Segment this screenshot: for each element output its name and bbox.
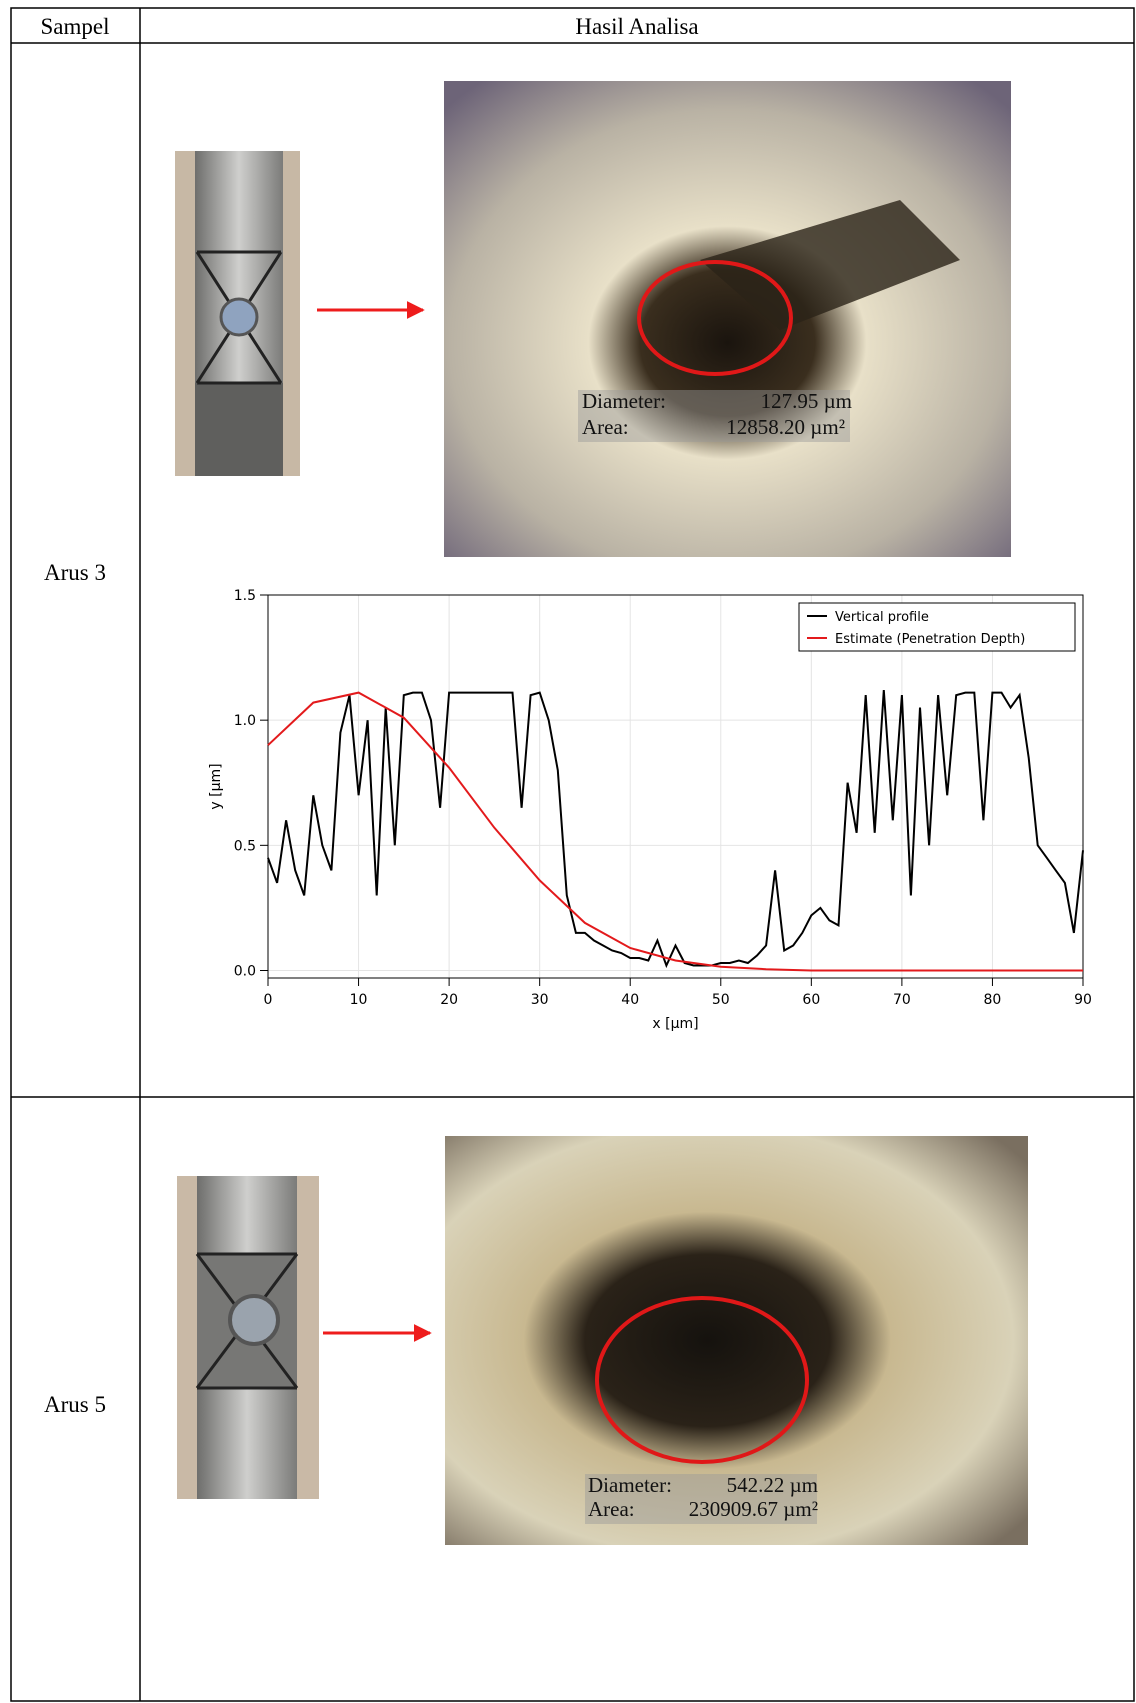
- measurement-value: 12858.20 µm²: [726, 415, 845, 439]
- chart: 0 10 20 30 40 50 60 70 80 90 0.0 0.5 1.0 1.5 x [µm] y […: [208, 588, 1092, 1032]
- micrograph: [444, 81, 1011, 557]
- x-tick-label: 0: [264, 992, 273, 1008]
- series-line: [267, 690, 1084, 969]
- header-cell: Hasil Analisa: [575, 14, 698, 39]
- sample-photo: [177, 1176, 319, 1499]
- x-tick-label: 20: [440, 992, 458, 1008]
- measurement-label: Area:: [588, 1497, 635, 1521]
- legend-label: Estimate (Penetration Depth): [835, 632, 1025, 647]
- x-tick-label: 40: [621, 992, 639, 1008]
- x-tick-label: 90: [1074, 992, 1092, 1008]
- header-cell: Sampel: [41, 14, 110, 39]
- x-tick-label: 80: [984, 992, 1002, 1008]
- measurement-label: Diameter:: [582, 389, 666, 413]
- sample-label: Arus 5: [44, 1392, 106, 1417]
- y-tick-label: 1.0: [234, 713, 256, 729]
- x-axis-label: x [µm]: [652, 1016, 698, 1032]
- table-grid: [10, 7, 1135, 1702]
- legend-label: Vertical profile: [835, 610, 929, 625]
- sample-photo: [175, 151, 300, 476]
- measurement-label: Area:: [582, 415, 629, 439]
- y-tick-label: 1.5: [234, 588, 256, 604]
- x-tick-label: 30: [531, 992, 549, 1008]
- micrograph: [445, 1136, 1028, 1545]
- series-line: [267, 691, 1083, 972]
- y-tick-label: 0.5: [234, 838, 256, 854]
- sample-label: Arus 3: [44, 560, 106, 585]
- y-tick-label: 0.0: [234, 963, 256, 979]
- measurement-value: 230909.67 µm²: [689, 1497, 818, 1521]
- x-tick-label: 60: [802, 992, 820, 1008]
- legend-box: [798, 602, 1076, 652]
- plot-frame: [267, 594, 1084, 979]
- y-axis-label: y [µm]: [208, 763, 224, 809]
- x-tick-label: 70: [893, 992, 911, 1008]
- measurement-value: 127.95 µm: [761, 389, 852, 413]
- x-tick-label: 50: [712, 992, 730, 1008]
- x-tick-label: 10: [350, 992, 368, 1008]
- measurement-value: 542.22 µm: [727, 1473, 818, 1497]
- measurement-label: Diameter:: [588, 1473, 672, 1497]
